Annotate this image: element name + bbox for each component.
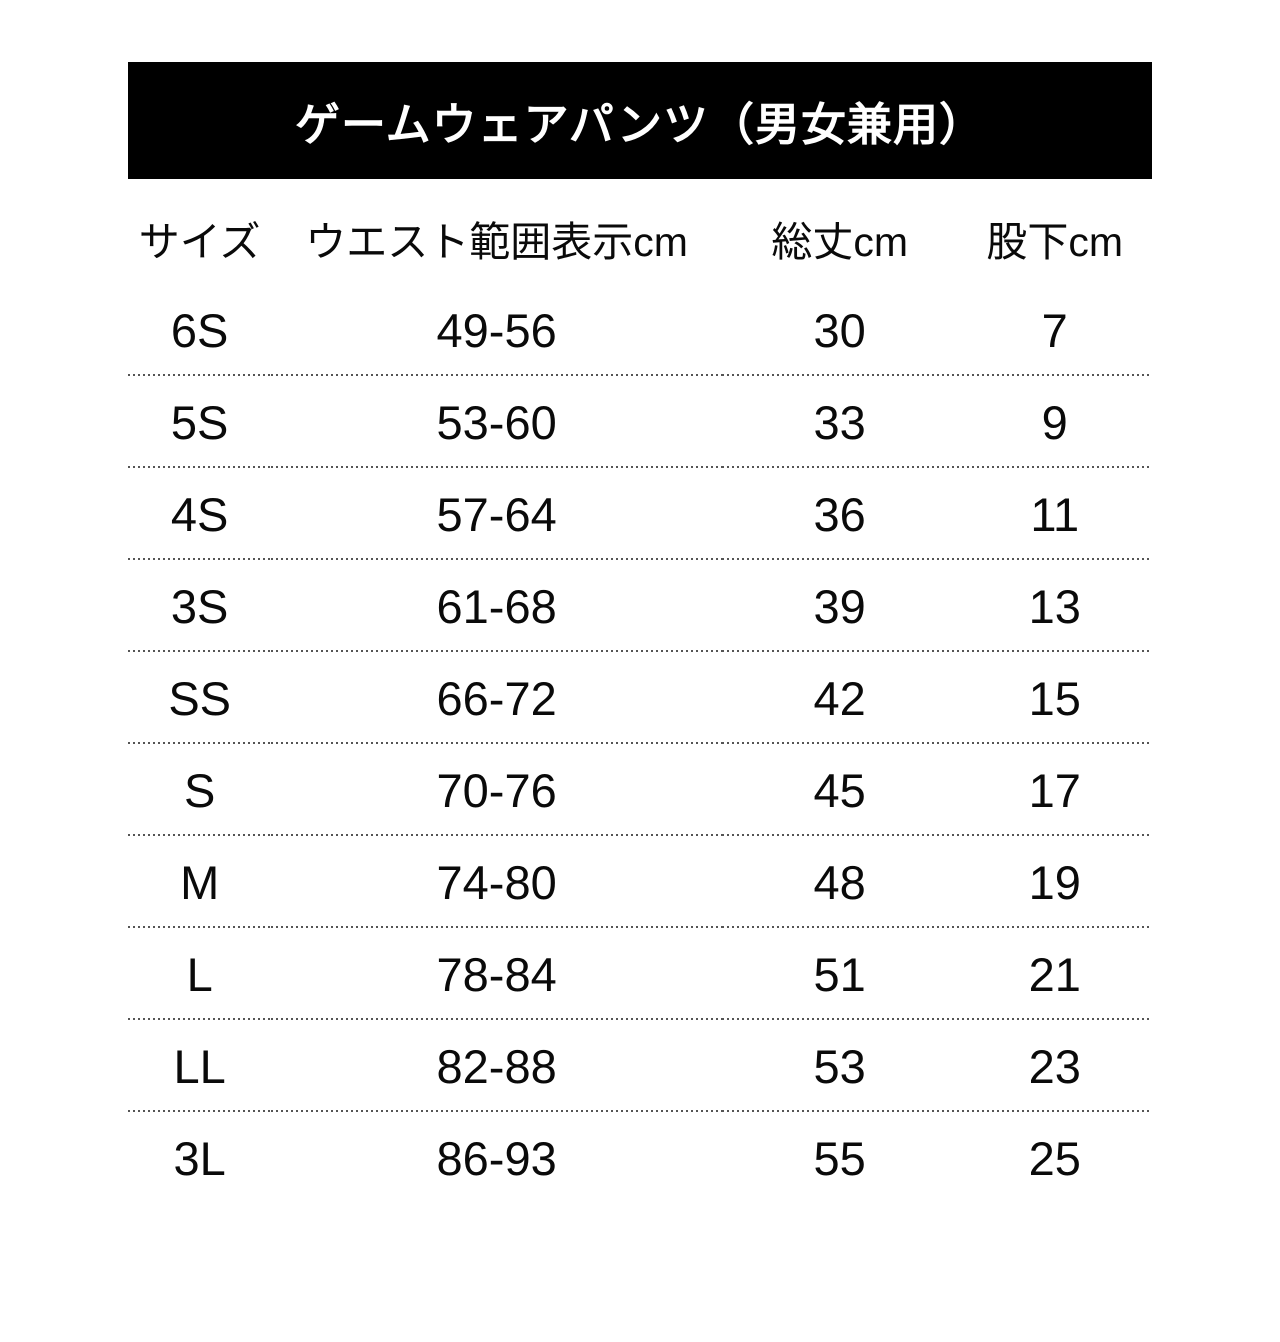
cell-inseam: 11 <box>957 468 1152 560</box>
cell-length: 51 <box>721 928 958 1020</box>
cell-size: 3L <box>173 1131 226 1185</box>
cell-inseam: 7 <box>957 284 1152 376</box>
product-title: ゲームウェアパンツ（男女兼用） <box>294 99 985 150</box>
table-row: SS 66-72 42 15 <box>128 652 1152 744</box>
size-chart-page: ゲームウェアパンツ（男女兼用） サイズ ウエスト範囲表示cm 総丈cm 股下cm… <box>128 62 1152 1204</box>
cell-size: S <box>128 744 272 836</box>
cell-size: L <box>128 928 272 1020</box>
cell-inseam: 13 <box>957 560 1152 652</box>
column-header-size: サイズ <box>138 219 261 265</box>
header-row: サイズ ウエスト範囲表示cm 総丈cm 股下cm <box>128 192 1152 284</box>
cell-inseam: 23 <box>957 1020 1152 1112</box>
table-row: L 78-84 51 21 <box>128 928 1152 1020</box>
table-row: 6S 49-56 30 7 <box>128 284 1152 376</box>
cell-size: 6S <box>128 284 272 376</box>
cell-size: M <box>128 836 272 928</box>
cell-size: LL <box>128 1020 272 1112</box>
cell-inseam: 25 <box>1028 1131 1081 1185</box>
cell-waist: 78-84 <box>271 928 722 1020</box>
table-row: 5S 53-60 33 9 <box>128 376 1152 468</box>
table-row: M 74-80 48 19 <box>128 836 1152 928</box>
cell-waist: 82-88 <box>271 1020 722 1112</box>
cell-waist: 66-72 <box>271 652 722 744</box>
cell-length: 55 <box>813 1131 866 1185</box>
cell-length: 36 <box>721 468 958 560</box>
cell-inseam: 17 <box>957 744 1152 836</box>
cell-length: 30 <box>721 284 958 376</box>
table-row: 4S 57-64 36 11 <box>128 468 1152 560</box>
table-row: S 70-76 45 17 <box>128 744 1152 836</box>
cell-waist: 53-60 <box>271 376 722 468</box>
cell-size: 5S <box>128 376 272 468</box>
cell-inseam: 15 <box>957 652 1152 744</box>
table-row: 3S 61-68 39 13 <box>128 560 1152 652</box>
cell-length: 45 <box>721 744 958 836</box>
cell-inseam: 21 <box>957 928 1152 1020</box>
cell-waist: 70-76 <box>271 744 722 836</box>
size-chart-table: サイズ ウエスト範囲表示cm 総丈cm 股下cm 6S 49-56 30 7 5… <box>128 192 1152 1204</box>
product-title-banner: ゲームウェアパンツ（男女兼用） <box>128 62 1152 179</box>
cell-size: SS <box>128 652 272 744</box>
cell-waist: 74-80 <box>271 836 722 928</box>
column-header-length: 総丈cm <box>771 219 908 265</box>
cell-waist: 57-64 <box>271 468 722 560</box>
table-row: LL 82-88 53 23 <box>128 1020 1152 1112</box>
cell-size: 3S <box>128 560 272 652</box>
cell-length: 53 <box>721 1020 958 1112</box>
cell-waist: 86-93 <box>436 1131 557 1185</box>
cell-waist: 61-68 <box>271 560 722 652</box>
cell-length: 33 <box>721 376 958 468</box>
cell-length: 39 <box>721 560 958 652</box>
cell-length: 42 <box>721 652 958 744</box>
cell-inseam: 9 <box>957 376 1152 468</box>
cell-size: 4S <box>128 468 272 560</box>
cell-waist: 49-56 <box>271 284 722 376</box>
cell-inseam: 19 <box>957 836 1152 928</box>
table-row: 3L 86-93 55 25 <box>128 1112 1152 1204</box>
column-header-inseam: 股下cm <box>986 219 1124 265</box>
cell-length: 48 <box>721 836 958 928</box>
column-header-waist: ウエスト範囲表示cm <box>305 219 688 265</box>
